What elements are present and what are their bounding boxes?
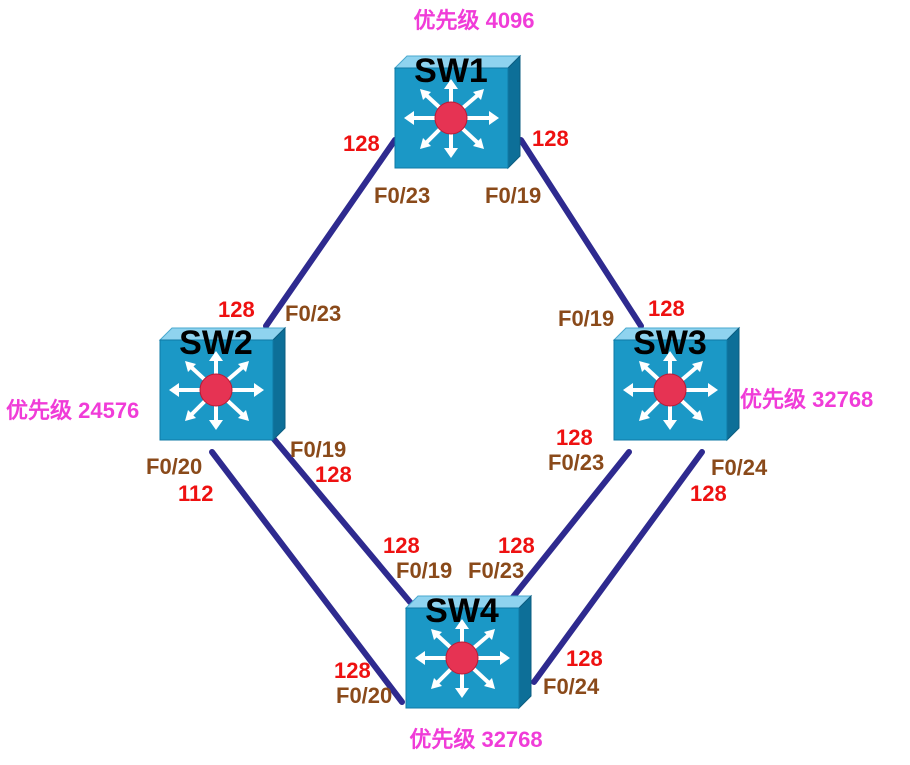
- sw3-f0-19-cost: 128: [648, 296, 685, 321]
- sw2-f0-20-port: F0/20: [146, 454, 202, 479]
- sw4-f0-20-cost: 128: [334, 658, 371, 683]
- sw4-f0-19-cost: 128: [383, 533, 420, 558]
- sw4-f0-20-port: F0/20: [336, 683, 392, 708]
- sw3-f0-24-port: F0/24: [711, 455, 768, 480]
- switch-sw2[interactable]: SW2: [158, 324, 287, 442]
- switch-name: SW2: [179, 324, 253, 362]
- link-sw1-sw2: [263, 137, 398, 329]
- switch-name: SW1: [414, 52, 488, 90]
- sw2-f0-23-port: F0/23: [285, 301, 341, 326]
- sw2-f0-19-port: F0/19: [290, 437, 346, 462]
- sw3-f0-24-cost: 128: [690, 481, 727, 506]
- sw1-f0-23-port: F0/23: [374, 183, 430, 208]
- sw2-f0-20-cost: 112: [178, 481, 214, 506]
- sw2-f0-23-cost: 128: [218, 297, 255, 322]
- sw4-priority-label: 优先级 32768: [409, 727, 542, 752]
- sw4-f0-24-cost: 128: [566, 646, 603, 671]
- sw3-f0-19-port: F0/19: [558, 306, 614, 331]
- link-sw3-sw4-f0-23: [506, 449, 632, 605]
- sw1-f0-19-cost: 128: [532, 126, 569, 151]
- sw1-f0-23-cost: 128: [343, 131, 380, 156]
- switch-name: SW3: [633, 324, 707, 362]
- sw1-priority-label: 优先级 4096: [413, 8, 534, 33]
- sw4-f0-23-port: F0/23: [468, 558, 524, 583]
- sw3-f0-23-port: F0/23: [548, 450, 604, 475]
- switch-name: SW4: [425, 592, 499, 630]
- sw3-priority-label: 优先级 32768: [740, 387, 873, 412]
- link-sw2-sw4-f0-20: [209, 449, 405, 705]
- switch-sw1[interactable]: SW1: [393, 52, 522, 170]
- sw1-f0-19-port: F0/19: [485, 183, 541, 208]
- sw4-f0-23-cost: 128: [498, 533, 535, 558]
- sw3-f0-23-cost: 128: [556, 425, 593, 450]
- switch-sw3[interactable]: SW3: [612, 324, 741, 442]
- sw4-f0-19-port: F0/19: [396, 558, 452, 583]
- link-sw2-sw4-f0-19: [265, 429, 413, 605]
- link-sw1-sw3: [518, 137, 644, 329]
- switch-sw4[interactable]: SW4: [404, 592, 533, 710]
- link-sw3-sw4-f0-24: [531, 449, 705, 685]
- sw2-f0-19-cost: 128: [315, 462, 352, 487]
- sw4-f0-24-port: F0/24: [543, 674, 600, 699]
- sw2-priority-label: 优先级 24576: [6, 398, 139, 423]
